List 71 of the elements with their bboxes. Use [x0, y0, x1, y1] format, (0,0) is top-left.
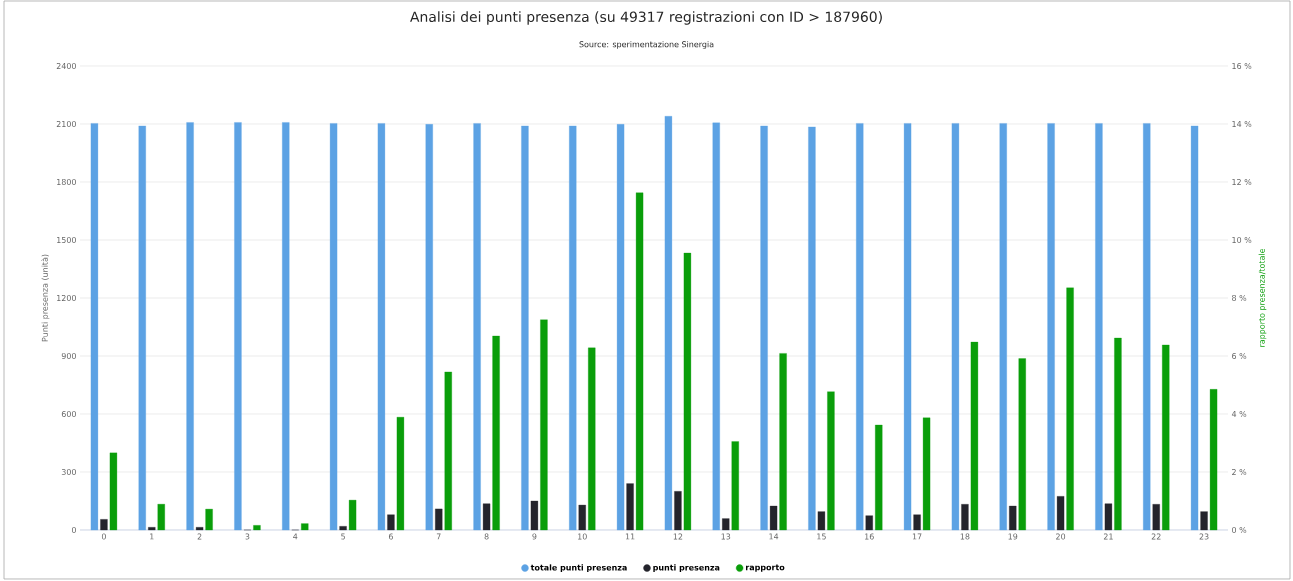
bar	[1200, 511, 1208, 531]
bar	[922, 417, 931, 531]
bar	[387, 514, 395, 531]
bar	[1018, 358, 1026, 531]
bar	[329, 123, 338, 531]
bar	[473, 123, 481, 531]
bar	[444, 371, 452, 531]
bar	[827, 391, 835, 531]
bar	[282, 122, 290, 531]
bar	[1066, 287, 1074, 531]
bar	[253, 525, 261, 531]
bar	[760, 125, 768, 531]
bar	[301, 523, 309, 531]
bar	[961, 504, 969, 531]
bar	[616, 124, 625, 531]
bar	[100, 519, 108, 531]
bar	[1190, 125, 1199, 531]
bar	[540, 319, 548, 531]
bar	[339, 526, 347, 531]
bar	[521, 125, 529, 531]
bar	[234, 122, 242, 531]
bar	[722, 518, 730, 531]
bar	[712, 122, 720, 531]
bar	[1009, 505, 1017, 531]
bar	[779, 353, 787, 531]
bar	[205, 508, 213, 531]
bar	[808, 126, 816, 531]
bar	[588, 347, 596, 531]
bar	[1162, 344, 1170, 531]
bar	[1056, 496, 1065, 531]
bar	[817, 511, 826, 531]
chart-title: Analisi dei punti presenza (su 49317 registrazioni con ID > 187960)	[410, 11, 882, 25]
bar	[1104, 503, 1113, 531]
bar	[913, 514, 921, 531]
bar	[569, 125, 577, 531]
bar	[1095, 123, 1103, 531]
bar	[530, 500, 539, 531]
bar	[1114, 337, 1122, 531]
bar	[664, 116, 673, 531]
bar	[875, 424, 883, 531]
bar	[1152, 504, 1160, 531]
bar	[348, 499, 357, 531]
bar	[90, 123, 99, 531]
bar	[635, 192, 644, 531]
bar	[109, 452, 118, 531]
bar	[1047, 123, 1055, 531]
bar	[674, 491, 682, 531]
bar	[951, 123, 960, 531]
bar	[731, 441, 739, 531]
bar	[425, 124, 433, 531]
bar	[865, 515, 873, 531]
bar	[377, 123, 386, 531]
bar	[769, 505, 778, 531]
bar	[683, 252, 692, 531]
bar	[626, 483, 634, 531]
bar	[1143, 123, 1151, 531]
bar	[492, 335, 500, 531]
bar	[435, 508, 443, 531]
bar	[970, 341, 979, 531]
bar	[999, 123, 1007, 531]
bar	[578, 504, 586, 531]
bar	[1209, 389, 1218, 531]
bar	[903, 123, 912, 531]
bar	[138, 125, 146, 531]
bar	[157, 504, 165, 531]
bar	[186, 122, 194, 531]
bar	[482, 503, 491, 531]
bar	[148, 527, 156, 531]
bar	[856, 123, 864, 531]
bar	[396, 417, 405, 531]
bar	[195, 527, 204, 531]
